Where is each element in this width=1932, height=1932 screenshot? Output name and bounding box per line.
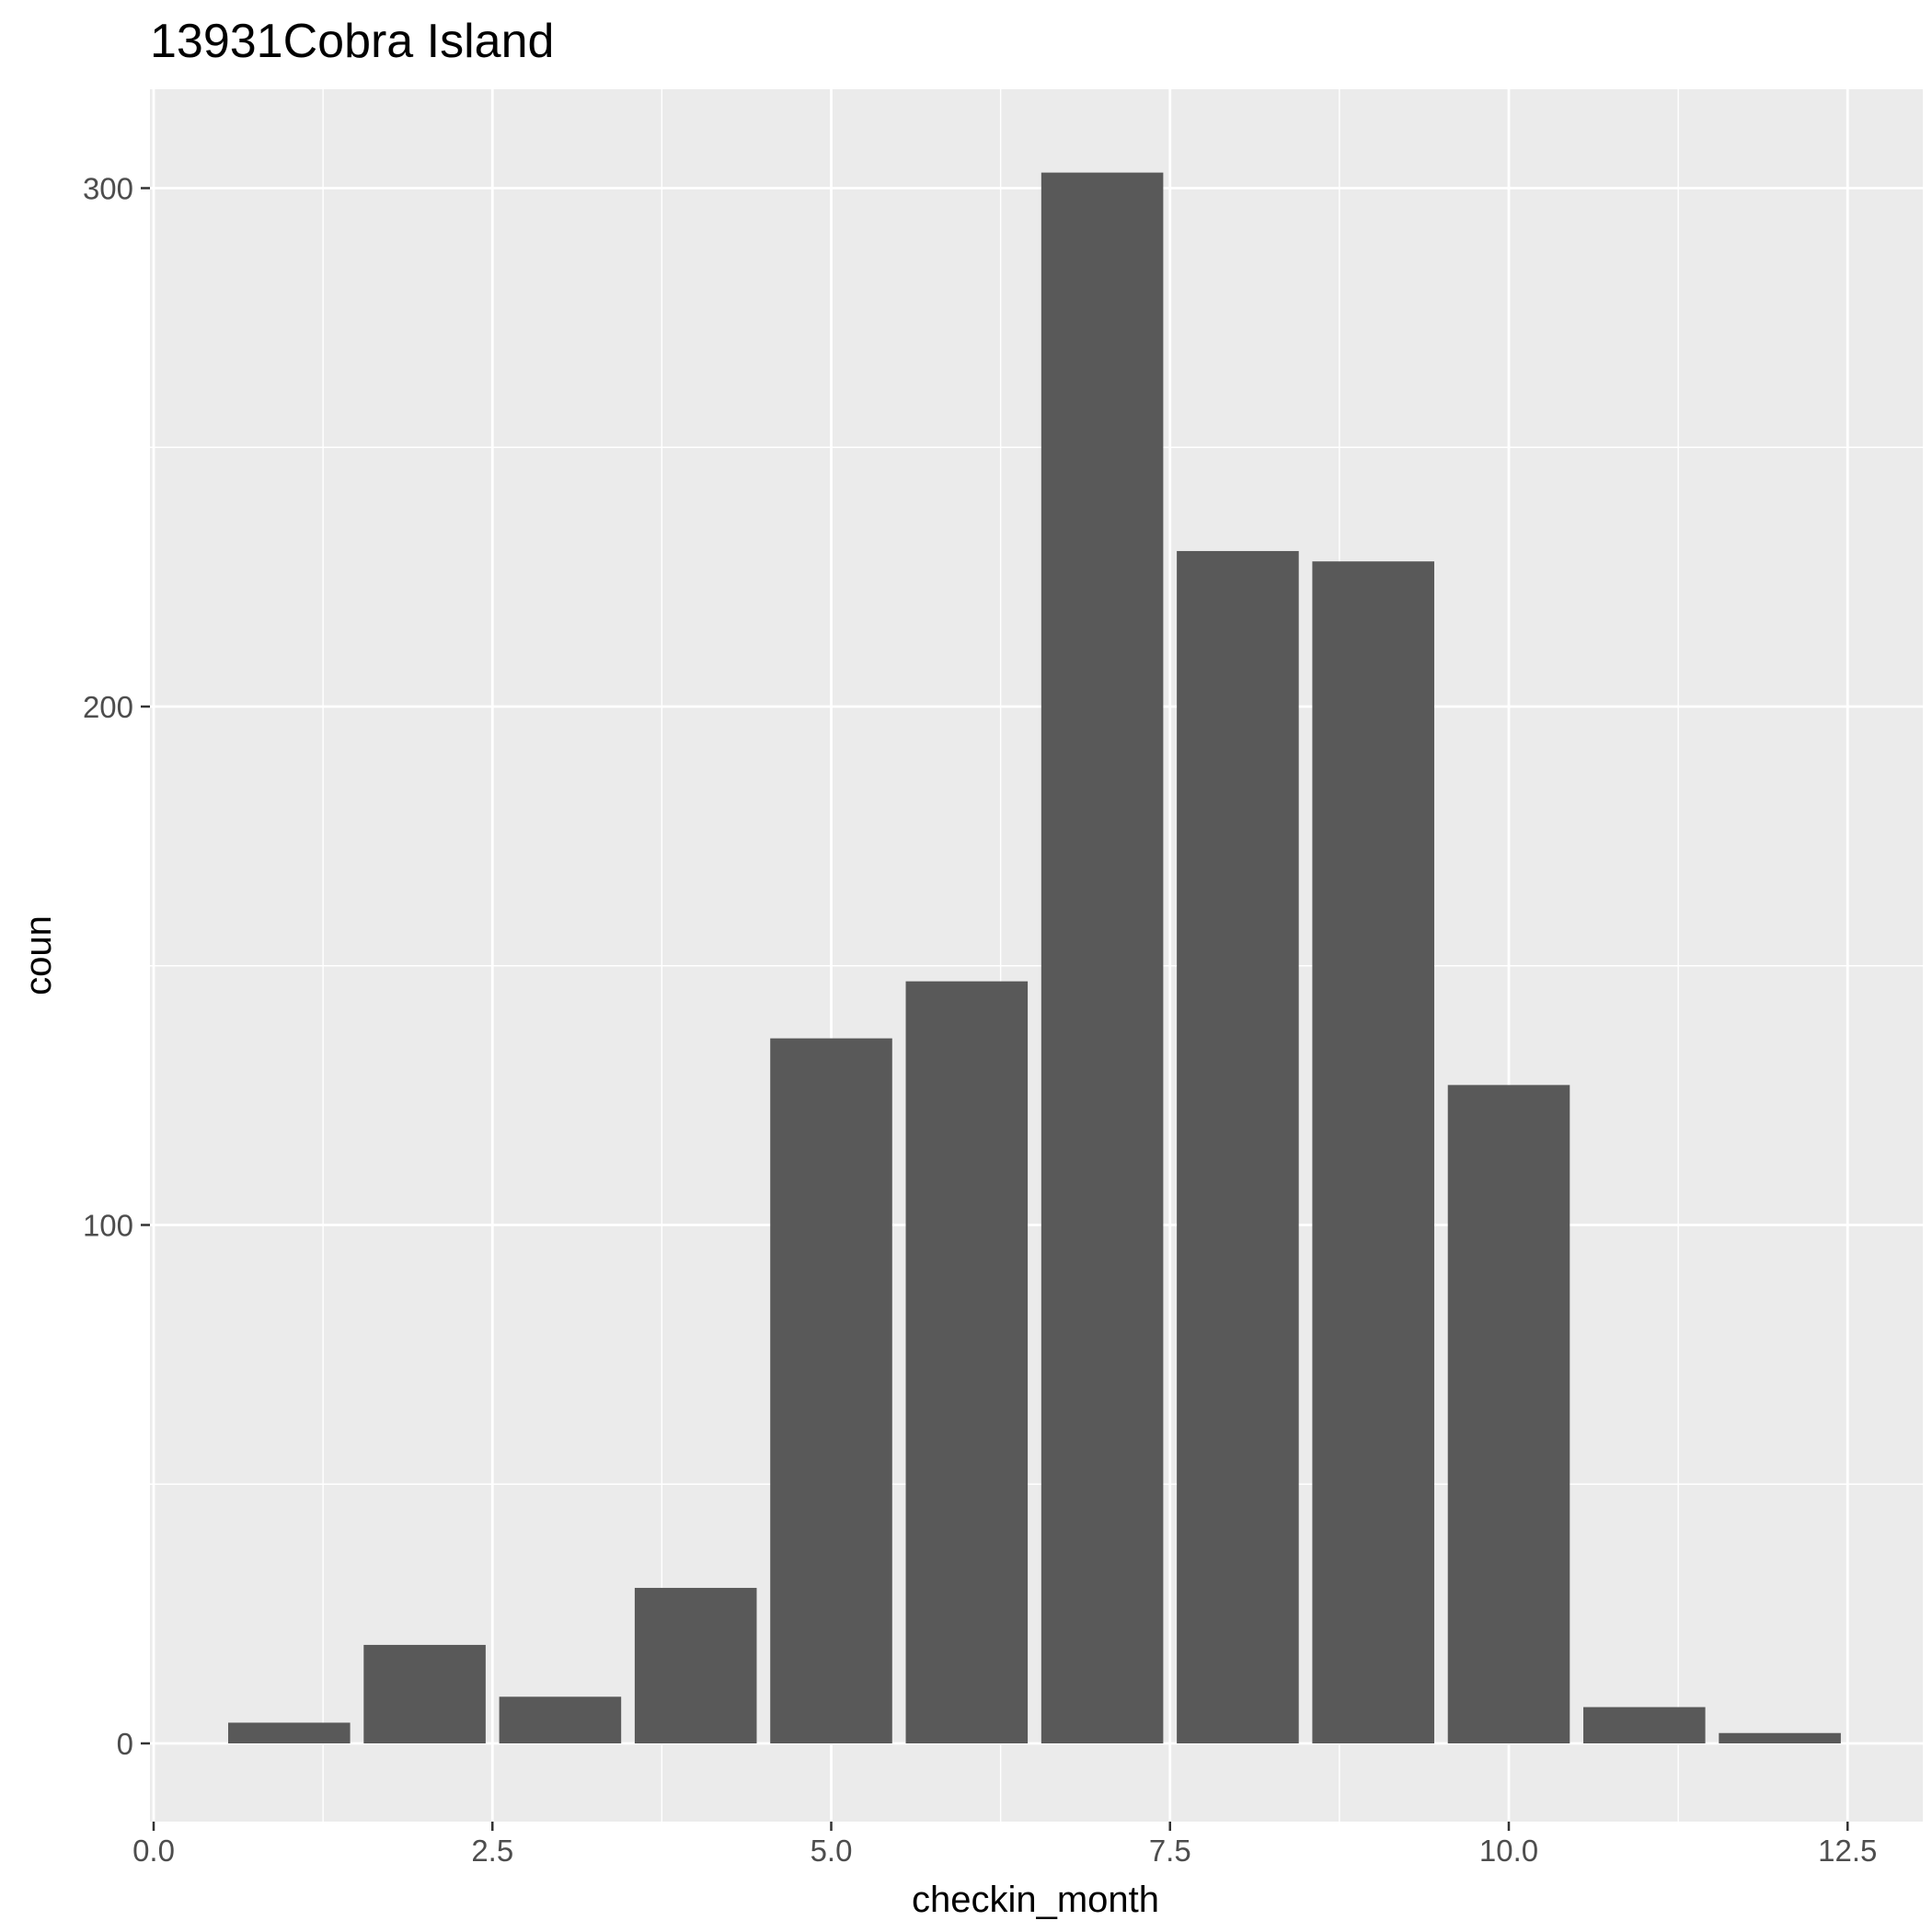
x-tick-label: 2.5 [471,1834,513,1868]
histogram-bar [770,1038,892,1743]
histogram-bar [499,1696,622,1743]
x-tick-label: 12.5 [1818,1834,1877,1868]
y-tick-label: 300 [83,172,133,206]
histogram-bar [1583,1707,1706,1743]
chart-title: 13931Cobra Island [150,15,554,68]
histogram-bar [363,1644,486,1743]
y-tick-label: 200 [83,690,133,724]
y-tick-label: 100 [83,1209,133,1243]
plot-panel [150,89,1923,1822]
histogram-bar [1312,561,1434,1743]
histogram-bar [1177,550,1299,1744]
y-axis: 0 100 200 300 [83,172,150,1761]
histogram-bar [1447,1085,1570,1743]
histogram-bar [634,1587,757,1743]
histogram-bar [905,981,1029,1743]
histogram-bar [228,1722,351,1743]
histogram-bar [1041,172,1164,1744]
y-axis-title: coun [18,915,59,995]
x-tick-label: 7.5 [1149,1834,1191,1868]
x-tick-label: 5.0 [811,1834,853,1868]
x-tick-label: 0.0 [132,1834,175,1868]
x-axis: 0.0 2.5 5.0 7.5 10.0 12.5 [132,1822,1877,1868]
histogram-bar [1719,1732,1841,1743]
y-tick-label: 0 [117,1727,133,1761]
bars [228,172,1841,1744]
x-axis-title: checkin_month [912,1880,1159,1920]
x-tick-label: 10.0 [1479,1834,1538,1868]
